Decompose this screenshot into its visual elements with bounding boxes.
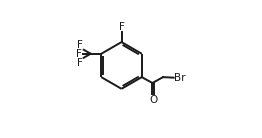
Text: F: F — [76, 49, 82, 59]
Text: O: O — [149, 95, 157, 105]
Text: Br: Br — [174, 73, 186, 83]
Text: F: F — [119, 22, 124, 32]
Text: F: F — [77, 58, 83, 68]
Text: F: F — [77, 40, 83, 50]
